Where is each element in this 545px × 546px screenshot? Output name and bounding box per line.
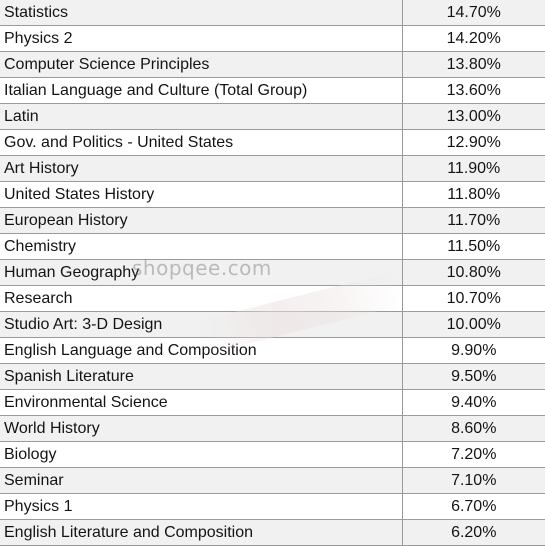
- percent-cell: 9.90%: [402, 337, 545, 364]
- table-row: Physics 2 14.20%: [0, 25, 545, 52]
- percent-cell: 10.80%: [402, 259, 545, 286]
- percent-cell: 13.60%: [402, 77, 545, 104]
- percent-cell: 11.50%: [402, 233, 545, 260]
- percent-cell: 14.70%: [402, 0, 545, 26]
- subject-cell: Human Geography: [0, 259, 403, 286]
- percent-cell: 12.90%: [402, 129, 545, 156]
- percent-cell: 10.00%: [402, 311, 545, 338]
- table-row: Environmental Science 9.40%: [0, 389, 545, 416]
- percent-cell: 7.10%: [402, 467, 545, 494]
- subject-cell: Chemistry: [0, 233, 403, 260]
- subject-cell: World History: [0, 415, 403, 442]
- table-row: Research 10.70%: [0, 285, 545, 312]
- table-row: Art History 11.90%: [0, 155, 545, 182]
- subject-cell: European History: [0, 207, 403, 234]
- subject-cell: Latin: [0, 103, 403, 130]
- subject-cell: Statistics: [0, 0, 403, 26]
- subject-cell: Environmental Science: [0, 389, 403, 416]
- table-row: Gov. and Politics - United States 12.90%: [0, 129, 545, 156]
- subject-cell: Computer Science Principles: [0, 51, 403, 78]
- table-row: European History 11.70%: [0, 207, 545, 234]
- percent-cell: 8.60%: [402, 415, 545, 442]
- table-row: Studio Art: 3-D Design 10.00%: [0, 311, 545, 338]
- subject-cell: English Language and Composition: [0, 337, 403, 364]
- percent-cell: 6.20%: [402, 519, 545, 546]
- percent-cell: 11.90%: [402, 155, 545, 182]
- percent-cell: 11.80%: [402, 181, 545, 208]
- subject-cell: Italian Language and Culture (Total Grou…: [0, 77, 403, 104]
- subject-cell: United States History: [0, 181, 403, 208]
- percent-cell: 13.80%: [402, 51, 545, 78]
- table-row: Chemistry 11.50%: [0, 233, 545, 260]
- subject-cell: Studio Art: 3-D Design: [0, 311, 403, 338]
- subject-cell: Art History: [0, 155, 403, 182]
- subject-cell: Gov. and Politics - United States: [0, 129, 403, 156]
- table-row: Statistics 14.70%: [0, 0, 545, 26]
- table-row: English Literature and Composition 6.20%: [0, 519, 545, 546]
- table-row: Latin 13.00%: [0, 103, 545, 130]
- table-row: Biology 7.20%: [0, 441, 545, 468]
- table-row: Spanish Literature 9.50%: [0, 363, 545, 390]
- subject-cell: Seminar: [0, 467, 403, 494]
- table-row: United States History 11.80%: [0, 181, 545, 208]
- subject-cell: Physics 1: [0, 493, 403, 520]
- percent-cell: 10.70%: [402, 285, 545, 312]
- table-row: Italian Language and Culture (Total Grou…: [0, 77, 545, 104]
- percent-cell: 6.70%: [402, 493, 545, 520]
- table-row: Seminar 7.10%: [0, 467, 545, 494]
- percent-cell: 11.70%: [402, 207, 545, 234]
- subject-cell: Biology: [0, 441, 403, 468]
- table-row: Human Geography 10.80%: [0, 259, 545, 286]
- table-row: English Language and Composition 9.90%: [0, 337, 545, 364]
- percent-cell: 7.20%: [402, 441, 545, 468]
- percent-cell: 13.00%: [402, 103, 545, 130]
- table-row: Physics 1 6.70%: [0, 493, 545, 520]
- subject-cell: Physics 2: [0, 25, 403, 52]
- percent-cell: 9.40%: [402, 389, 545, 416]
- subject-cell: Spanish Literature: [0, 363, 403, 390]
- table-row: Computer Science Principles 13.80%: [0, 51, 545, 78]
- percent-cell: 9.50%: [402, 363, 545, 390]
- subject-cell: Research: [0, 285, 403, 312]
- percent-cell: 14.20%: [402, 25, 545, 52]
- table-row: World History 8.60%: [0, 415, 545, 442]
- subject-cell: English Literature and Composition: [0, 519, 403, 546]
